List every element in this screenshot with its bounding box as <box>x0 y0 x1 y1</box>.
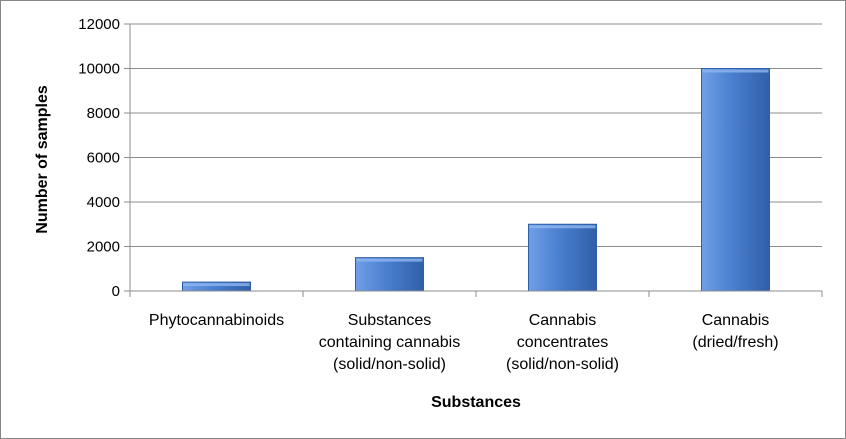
x-tick-label: Cannabis concentrates (solid/non-solid) <box>506 312 619 373</box>
bar-highlight <box>183 283 250 287</box>
y-axis-title: Number of samples <box>34 85 51 234</box>
bar <box>528 223 597 292</box>
axes <box>129 24 823 297</box>
y-tick-label: 0 <box>112 283 120 300</box>
x-axis-ticks: Phytocannabinoids Substances containing ca… <box>149 312 779 373</box>
y-tick-label: 12000 <box>78 16 120 33</box>
x-tick-label: Phytocannabinoids <box>149 312 284 329</box>
y-tick-label: 4000 <box>87 194 120 211</box>
x-tick-label: Cannabis (dried/fresh) <box>692 312 778 351</box>
bar <box>701 68 770 292</box>
x-axis-title: Substances <box>431 394 521 411</box>
y-tick-label: 2000 <box>87 239 120 256</box>
bar <box>355 257 424 292</box>
y-axis-ticks: 0 2000 4000 6000 8000 10000 12000 <box>78 16 130 300</box>
bar-highlight <box>529 225 596 229</box>
bar-highlight <box>702 69 769 73</box>
bar-highlight <box>356 258 423 262</box>
y-tick-label: 8000 <box>87 105 120 122</box>
bars <box>182 68 770 292</box>
x-tick-label: Substances containing cannabis (solid/non-… <box>319 312 460 373</box>
y-tick-label: 6000 <box>87 150 120 167</box>
y-tick-label: 10000 <box>78 61 120 78</box>
